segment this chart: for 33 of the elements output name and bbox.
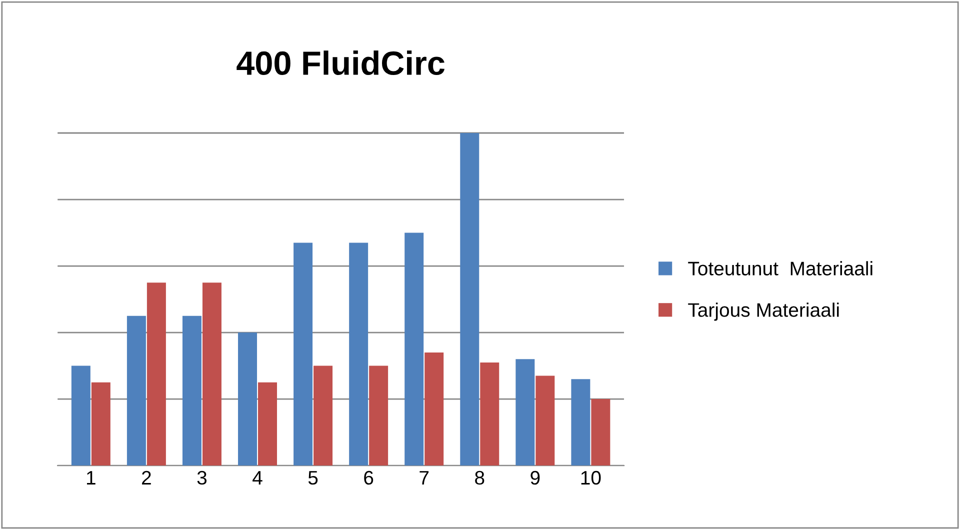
x-tick-label: 10 bbox=[581, 470, 601, 485]
bar bbox=[480, 362, 500, 466]
bar bbox=[536, 376, 555, 466]
bar bbox=[591, 399, 610, 466]
bar bbox=[314, 366, 333, 466]
bar bbox=[258, 382, 277, 466]
x-tick-label: 3 bbox=[197, 470, 207, 485]
bar bbox=[182, 316, 202, 466]
x-tick-label: 5 bbox=[308, 471, 318, 485]
x-tick-label: 8 bbox=[475, 470, 484, 485]
x-tick-label: 2 bbox=[142, 470, 151, 484]
bar bbox=[571, 379, 590, 466]
bar bbox=[460, 133, 480, 466]
bar bbox=[202, 282, 222, 466]
x-tick-label: 7 bbox=[420, 471, 429, 484]
x-tick-label: 1 bbox=[86, 471, 96, 484]
legend-label: Tarjous Materiaali bbox=[688, 302, 839, 321]
chart-title: 400 FluidCirc bbox=[236, 50, 444, 76]
x-tick-label: 9 bbox=[530, 470, 540, 485]
bar bbox=[349, 242, 368, 466]
x-tick-label: 4 bbox=[252, 471, 262, 484]
bar bbox=[146, 282, 166, 466]
bar bbox=[238, 332, 258, 466]
bar bbox=[424, 352, 444, 466]
bar bbox=[126, 316, 146, 466]
legend-label: Toteutunut Materiaali bbox=[688, 261, 872, 276]
bar bbox=[516, 359, 535, 466]
bar bbox=[71, 366, 90, 466]
x-tick-label: 6 bbox=[364, 470, 374, 485]
bar bbox=[369, 366, 388, 466]
bar bbox=[404, 232, 424, 466]
bar bbox=[294, 242, 313, 466]
bar bbox=[91, 382, 110, 466]
